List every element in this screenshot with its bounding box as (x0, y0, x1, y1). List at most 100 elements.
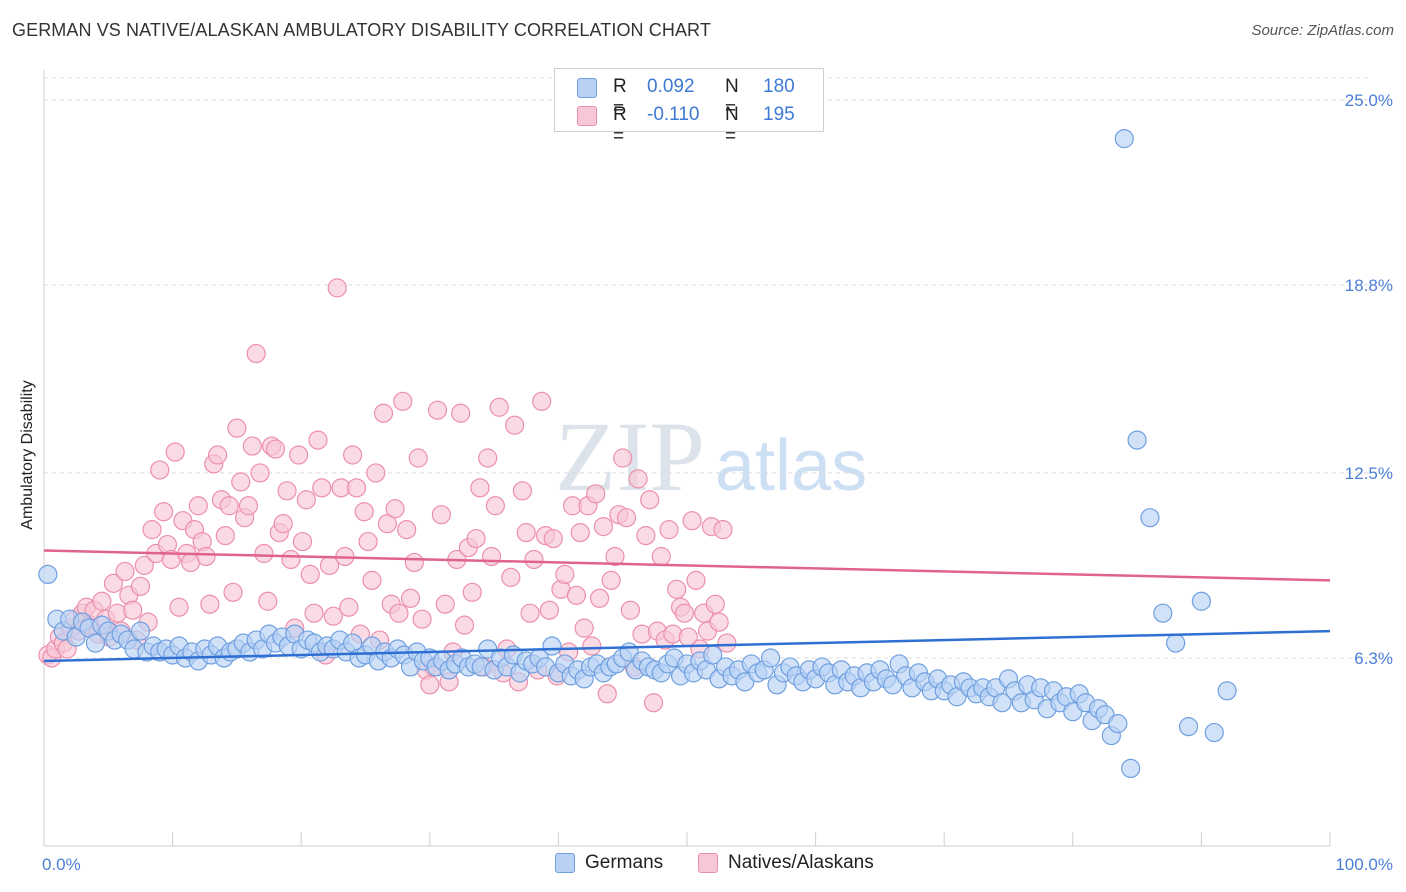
native-point (431, 505, 451, 525)
chart-title: GERMAN VS NATIVE/ALASKAN AMBULATORY DISA… (12, 20, 711, 40)
native-point (705, 594, 725, 614)
legend-label: Germans (585, 852, 664, 873)
native-point (354, 502, 374, 522)
native-point (524, 549, 544, 570)
native-point (589, 588, 610, 608)
native-point (208, 445, 228, 465)
native-point (516, 523, 536, 543)
native-point (489, 397, 509, 417)
german-point (1108, 714, 1128, 734)
source-credit: Source: ZipAtlas.com (1251, 22, 1394, 39)
native-point (593, 517, 614, 537)
native-point (566, 585, 587, 605)
german-point (1217, 681, 1237, 701)
y-tick-label: 18.8% (1345, 276, 1393, 295)
native-point (586, 484, 606, 504)
natives-swatch (698, 853, 718, 873)
german-point (1121, 758, 1141, 779)
native-point (246, 343, 266, 364)
native-point (362, 570, 382, 590)
natives-swatch (577, 106, 597, 126)
native-point (254, 543, 274, 564)
r-value: 0.092 (647, 76, 695, 97)
native-point (150, 460, 170, 480)
german-point (1178, 717, 1199, 737)
native-point (339, 597, 359, 617)
native-point (115, 561, 135, 582)
x-tick-label: 0.0% (42, 855, 81, 874)
native-point (659, 520, 679, 540)
native-point (273, 514, 293, 534)
r-label: R = (613, 76, 627, 119)
n-value: 195 (763, 104, 795, 125)
r-value: -0.110 (647, 104, 700, 125)
native-point (223, 582, 243, 602)
native-point (663, 624, 683, 644)
native-point (613, 448, 633, 468)
native-point (451, 403, 471, 423)
native-point (107, 603, 127, 623)
native-point (377, 514, 397, 534)
trend-line (43, 629, 1331, 663)
native-point (292, 531, 313, 552)
y-tick-label: 12.5% (1345, 464, 1393, 483)
trend-lines (43, 549, 1331, 663)
native-point (505, 415, 525, 435)
native-point (343, 445, 363, 465)
native-point (643, 693, 664, 713)
native-point (709, 612, 729, 632)
native-point (389, 603, 409, 623)
native-point (512, 481, 532, 501)
native-point (543, 528, 563, 549)
native-point (219, 496, 239, 516)
n-label: N = (725, 76, 739, 119)
trend-line (43, 549, 1331, 582)
german-point (542, 636, 562, 656)
native-point (258, 591, 278, 611)
native-point (123, 600, 143, 620)
german-point (1191, 591, 1212, 611)
native-point (238, 496, 259, 516)
native-point (397, 520, 417, 540)
native-point (616, 508, 637, 528)
german-point (992, 693, 1012, 713)
native-point (478, 448, 498, 468)
german-point (1204, 722, 1224, 743)
native-point (92, 591, 112, 611)
native-point (485, 496, 505, 516)
native-point (501, 567, 521, 587)
axes (43, 70, 1331, 847)
y-tick-label: 6.3% (1354, 649, 1393, 668)
german-point (38, 564, 58, 585)
native-point (667, 579, 687, 599)
native-point (682, 511, 702, 531)
native-point (454, 615, 475, 635)
native-point (215, 525, 235, 546)
native-point (327, 278, 347, 298)
native-point (312, 478, 332, 498)
native-point (408, 448, 428, 468)
native-point (427, 400, 448, 420)
native-point (393, 391, 413, 411)
germans-swatch (555, 853, 575, 873)
r-label: R = (613, 104, 627, 147)
german-point (85, 633, 106, 653)
native-point (165, 442, 185, 462)
native-point (532, 391, 552, 411)
native-point (227, 418, 247, 438)
native-point (277, 481, 297, 501)
native-point (358, 531, 378, 552)
native-point (385, 499, 405, 519)
watermark-atlas: atlas (715, 426, 867, 506)
german-point (130, 621, 151, 641)
german-point (1140, 508, 1160, 528)
native-point (570, 523, 590, 543)
native-point (196, 546, 216, 567)
native-point (346, 478, 367, 498)
n-label: N = (725, 104, 739, 147)
native-point (289, 445, 309, 465)
native-point (651, 546, 671, 567)
native-point (130, 576, 151, 596)
german-point (1166, 633, 1186, 653)
germans-swatch (577, 78, 597, 98)
